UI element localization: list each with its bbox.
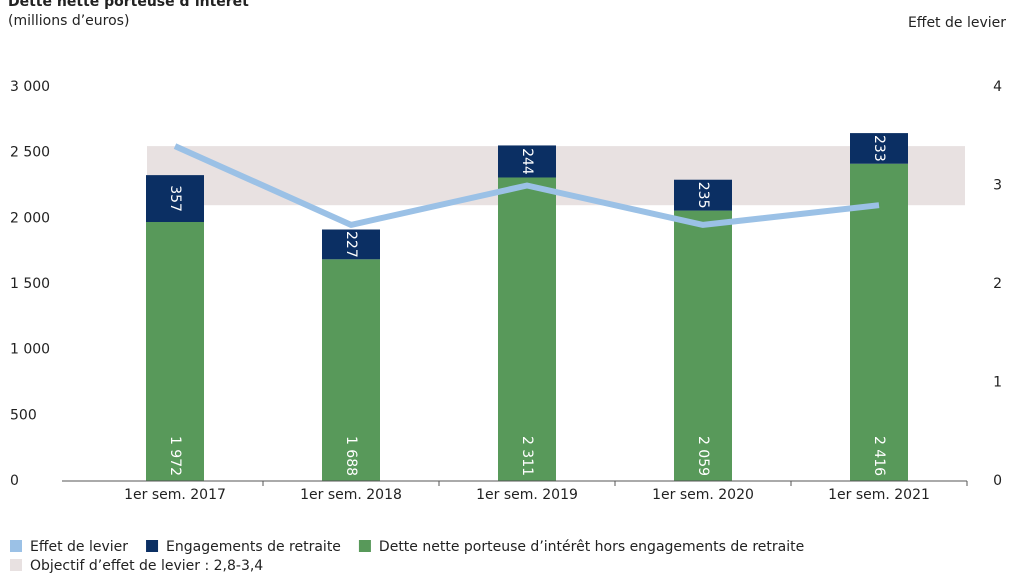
bar <box>850 133 908 164</box>
value-label: 1 972 <box>167 436 183 476</box>
y-tick-label: 3 000 <box>10 79 50 95</box>
legend-label: Objectif d’effet de levier : 2,8-3,4 <box>30 558 263 574</box>
value-label: 2 416 <box>871 436 887 476</box>
y-tick-label: 1 500 <box>10 276 50 292</box>
value-label: 244 <box>519 148 535 175</box>
bar <box>498 177 556 482</box>
y-tick-label: 2 500 <box>10 145 50 161</box>
bar <box>674 179 732 211</box>
legend-label: Engagements de retraite <box>166 539 341 555</box>
y2-axis-label: Effet de levier <box>908 15 1006 31</box>
legend-label: Effet de levier <box>30 539 128 555</box>
legend-swatch <box>146 540 159 552</box>
value-label: 2 311 <box>519 436 535 476</box>
bar <box>850 163 908 481</box>
x-tick-label: 1er sem. 2017 <box>124 487 226 503</box>
chart-title: Dette nette porteuse d’intérêt <box>8 0 249 10</box>
bar <box>146 175 204 223</box>
y-tick-label: 1 000 <box>10 342 50 358</box>
bar <box>498 145 556 178</box>
y2-tick-label: 2 <box>993 276 1002 292</box>
legend-label: Dette nette porteuse d’intérêt hors enga… <box>379 539 804 555</box>
y2-tick-label: 3 <box>993 178 1002 194</box>
legend-swatch <box>10 559 22 571</box>
value-label: 227 <box>343 231 359 258</box>
y-tick-label: 500 <box>10 407 37 423</box>
x-tick-label: 1er sem. 2019 <box>476 487 578 503</box>
y2-tick-label: 1 <box>993 375 1002 391</box>
y2-tick-label: 0 <box>993 473 1002 489</box>
bar <box>146 222 204 481</box>
legend-swatch <box>10 540 22 552</box>
value-label: 2 059 <box>695 436 711 476</box>
y-tick-label: 0 <box>10 473 19 489</box>
legend-swatch <box>358 540 371 552</box>
bar <box>322 229 380 260</box>
leverage-line <box>173 143 880 228</box>
value-label: 357 <box>167 185 183 212</box>
y-tick-label: 2 000 <box>10 210 50 226</box>
y2-tick-label: 4 <box>993 79 1002 95</box>
value-label: 233 <box>871 135 887 162</box>
bar <box>674 210 732 482</box>
chart-subtitle: (millions d’euros) <box>8 13 129 29</box>
value-label: 235 <box>695 182 711 209</box>
value-label: 1 688 <box>343 436 359 476</box>
bar <box>322 259 380 481</box>
x-tick-label: 1er sem. 2020 <box>652 487 754 503</box>
x-tick-label: 1er sem. 2018 <box>300 487 402 503</box>
x-tick-label: 1er sem. 2021 <box>828 487 930 503</box>
